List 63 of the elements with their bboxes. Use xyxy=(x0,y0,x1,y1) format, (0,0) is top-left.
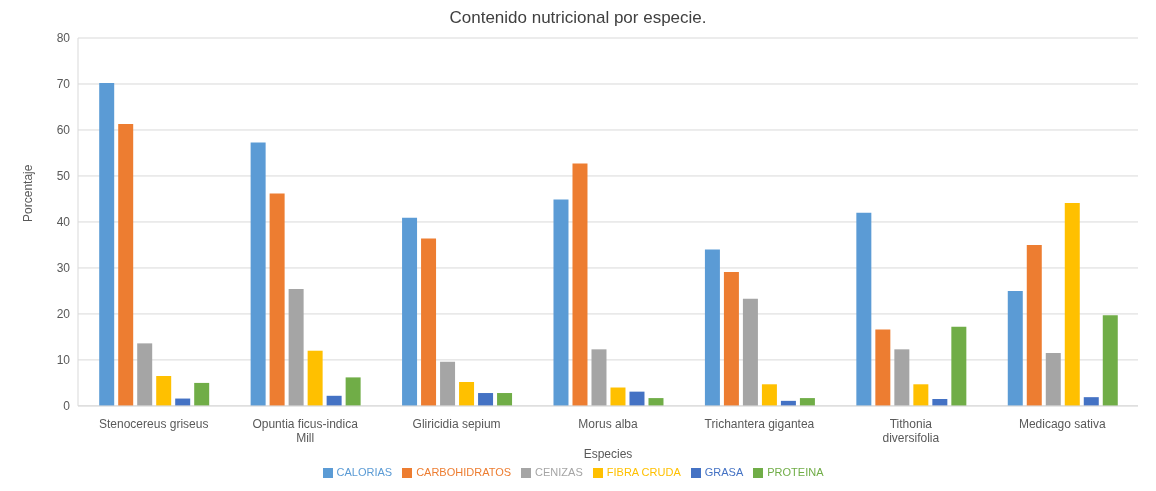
x-tick-label: Medicago sativa xyxy=(1018,416,1106,431)
bar xyxy=(591,349,607,406)
bar xyxy=(137,343,153,406)
bar xyxy=(913,384,929,406)
bar xyxy=(742,298,758,406)
x-tick-label: Morus alba xyxy=(578,416,638,431)
bar xyxy=(1102,315,1118,406)
bar xyxy=(723,272,739,406)
bar xyxy=(194,382,210,406)
bar xyxy=(250,142,266,406)
y-tick-label: 50 xyxy=(56,169,71,184)
x-axis-title: Especies xyxy=(583,446,633,461)
legend-label: CARBOHIDRATOS xyxy=(416,465,512,478)
bar xyxy=(1064,203,1080,406)
legend-label: GRASA xyxy=(704,465,744,478)
bar xyxy=(402,217,418,406)
x-tick-label: Opuntia ficus-indica Mill xyxy=(252,416,359,445)
bar xyxy=(478,393,494,406)
bar xyxy=(99,83,115,406)
bar xyxy=(553,199,569,406)
y-tick-label: 80 xyxy=(56,31,71,46)
bar xyxy=(459,381,475,406)
bar xyxy=(345,377,361,406)
bar xyxy=(799,398,815,406)
bar xyxy=(288,289,304,406)
bar xyxy=(269,193,285,406)
bar xyxy=(875,329,891,406)
y-tick-label: 10 xyxy=(56,353,71,368)
bar xyxy=(894,349,910,406)
legend-label: FIBRA CRUDA xyxy=(606,465,681,478)
bar xyxy=(440,361,456,406)
bar xyxy=(1083,397,1099,406)
bar xyxy=(1007,290,1023,406)
bar xyxy=(1045,353,1061,406)
bar xyxy=(421,238,437,406)
chart-title: Contenido nutricional por especie. xyxy=(448,8,708,28)
y-tick-label: 0 xyxy=(63,399,71,414)
bar xyxy=(704,249,720,406)
x-tick-label: Trichantera gigantea xyxy=(704,416,815,431)
y-tick-label: 60 xyxy=(56,123,71,138)
y-tick-label: 20 xyxy=(56,307,71,322)
legend-label: PROTEINA xyxy=(767,465,824,478)
bar xyxy=(856,212,872,406)
bar xyxy=(610,387,626,406)
bar xyxy=(307,350,323,406)
y-tick-label: 70 xyxy=(56,77,71,92)
x-tick-label: Tithonia diversifolia xyxy=(882,416,940,445)
bar xyxy=(497,393,513,406)
y-tick-label: 40 xyxy=(56,215,71,230)
bar xyxy=(156,376,172,406)
bar xyxy=(761,384,777,406)
bar xyxy=(118,124,134,406)
x-tick-label: Stenocereus griseus xyxy=(99,416,209,431)
bar xyxy=(951,326,967,406)
bar xyxy=(648,398,664,406)
x-tick-label: Gliricidia sepium xyxy=(412,416,501,431)
bar xyxy=(629,391,645,406)
bar xyxy=(572,163,588,406)
y-tick-label: 30 xyxy=(56,261,71,276)
legend-label: CALORIAS xyxy=(336,465,393,478)
bar xyxy=(1026,244,1042,406)
y-axis-title: Porcentaje xyxy=(21,164,36,222)
legend-label: CENIZAS xyxy=(535,465,583,478)
